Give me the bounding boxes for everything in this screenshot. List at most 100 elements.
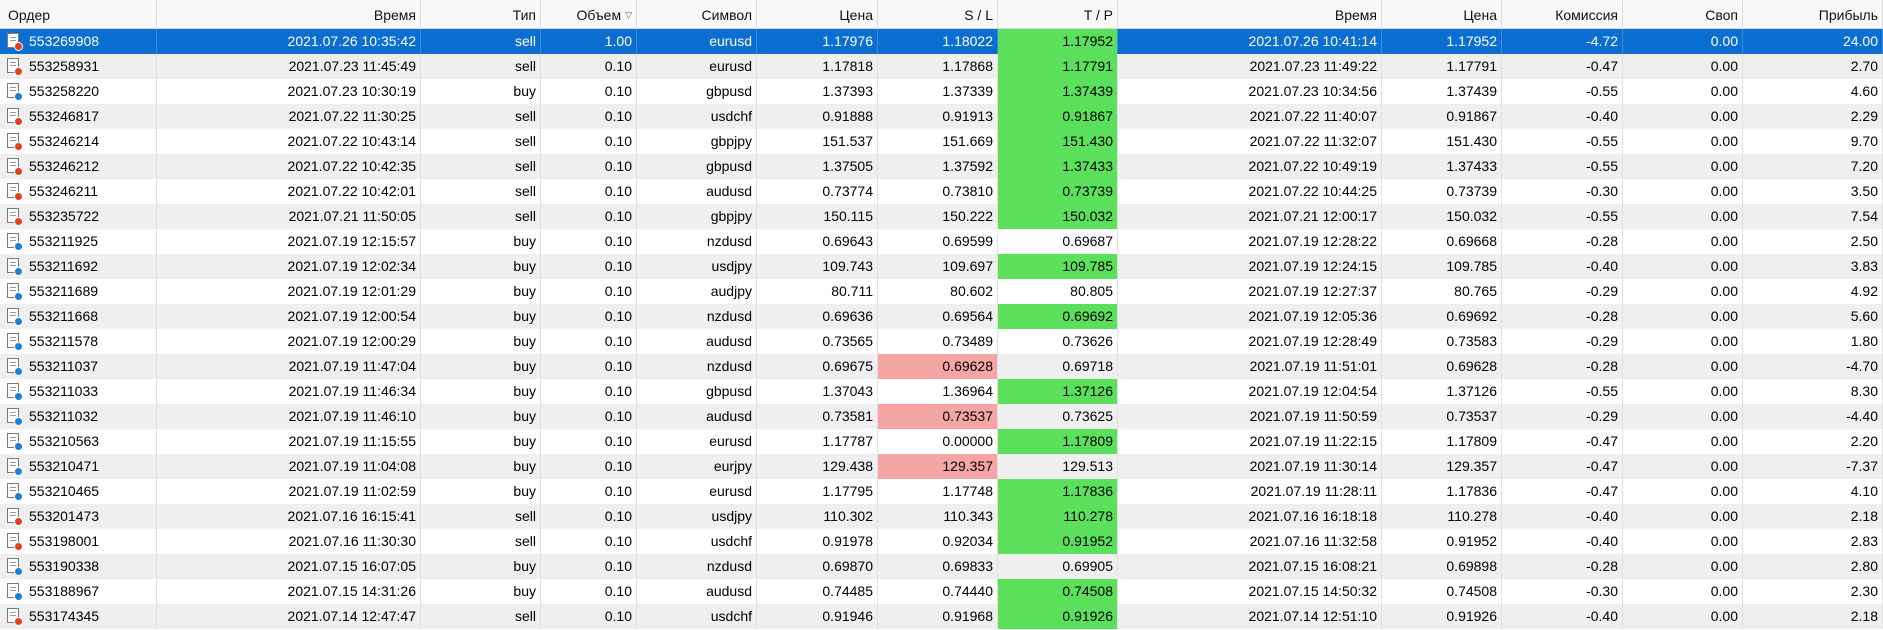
col-header-close-price[interactable]: Цена: [1382, 0, 1502, 28]
buy-indicator-icon: [14, 392, 23, 401]
cell-profit: 2.20: [1743, 429, 1883, 454]
cell-profit: 2.80: [1743, 554, 1883, 579]
col-header-symbol[interactable]: Символ: [637, 0, 757, 28]
cell-symbol: gbpusd: [637, 79, 757, 104]
col-header-order[interactable]: Ордер: [0, 0, 157, 28]
table-row[interactable]: 553211692 2021.07.19 12:02:34 buy 0.10 usdjp…: [0, 254, 1883, 279]
cell-type: buy: [421, 329, 541, 354]
col-header-profit[interactable]: Прибыль: [1743, 0, 1883, 28]
col-header-close-time[interactable]: Время: [1118, 0, 1382, 28]
cell-close-price: 150.032: [1382, 204, 1502, 229]
cell-open-price: 1.37043: [757, 379, 878, 404]
cell-commission: -0.55: [1502, 79, 1623, 104]
cell-order: 553201473: [0, 504, 157, 529]
cell-close-price: 0.74508: [1382, 579, 1502, 604]
table-row[interactable]: 553211668 2021.07.19 12:00:54 buy 0.10 nzdus…: [0, 304, 1883, 329]
table-row[interactable]: 553246211 2021.07.22 10:42:01 sell 0.10 audu…: [0, 179, 1883, 204]
table-row[interactable]: 553210465 2021.07.19 11:02:59 buy 0.10 eurus…: [0, 479, 1883, 504]
col-header-volume-label: Объем: [576, 7, 622, 23]
table-row[interactable]: 553201473 2021.07.16 16:15:41 sell 0.10 usdj…: [0, 504, 1883, 529]
cell-swap: 0.00: [1623, 429, 1743, 454]
col-header-volume[interactable]: Объем ▽: [541, 0, 637, 28]
order-number: 553211668: [29, 308, 99, 324]
order-number: 553211032: [29, 408, 99, 424]
cell-close-price: 0.73583: [1382, 329, 1502, 354]
cell-volume: 0.10: [541, 329, 637, 354]
cell-symbol: nzdusd: [637, 304, 757, 329]
cell-commission: -0.28: [1502, 304, 1623, 329]
table-row[interactable]: 553211925 2021.07.19 12:15:57 buy 0.10 nzdus…: [0, 229, 1883, 254]
cell-open-price: 0.69643: [757, 229, 878, 254]
table-row[interactable]: 553210563 2021.07.19 11:15:55 buy 0.10 eurus…: [0, 429, 1883, 454]
cell-commission: -0.40: [1502, 504, 1623, 529]
cell-order: 553210563: [0, 429, 157, 454]
buy-indicator-icon: [14, 317, 23, 326]
cell-volume: 0.10: [541, 79, 637, 104]
cell-order: 553211925: [0, 229, 157, 254]
cell-tp: 0.73739: [998, 179, 1118, 204]
sort-desc-icon: ▽: [625, 10, 632, 20]
table-row[interactable]: 553198001 2021.07.16 11:30:30 sell 0.10 usdc…: [0, 529, 1883, 554]
table-row[interactable]: 553211578 2021.07.19 12:00:29 buy 0.10 audus…: [0, 329, 1883, 354]
table-row[interactable]: 553246212 2021.07.22 10:42:35 sell 0.10 gbpu…: [0, 154, 1883, 179]
table-row[interactable]: 553258931 2021.07.23 11:45:49 sell 0.10 euru…: [0, 54, 1883, 79]
table-row[interactable]: 553211032 2021.07.19 11:46:10 buy 0.10 audus…: [0, 404, 1883, 429]
table-row[interactable]: 553246214 2021.07.22 10:43:14 sell 0.10 gbpj…: [0, 129, 1883, 154]
cell-type: sell: [421, 154, 541, 179]
cell-open-time: 2021.07.19 12:01:29: [157, 279, 421, 304]
col-header-swap[interactable]: Своп: [1623, 0, 1743, 28]
cell-sl: 151.669: [878, 129, 998, 154]
table-row[interactable]: 553190338 2021.07.15 16:07:05 buy 0.10 nzdus…: [0, 554, 1883, 579]
buy-indicator-icon: [14, 492, 23, 501]
order-number: 553246212: [29, 158, 100, 174]
cell-swap: 0.00: [1623, 254, 1743, 279]
cell-open-price: 0.73581: [757, 404, 878, 429]
cell-close-time: 2021.07.19 12:28:49: [1118, 329, 1382, 354]
cell-profit: 5.60: [1743, 304, 1883, 329]
table-row[interactable]: 553211689 2021.07.19 12:01:29 buy 0.10 audjp…: [0, 279, 1883, 304]
cell-sl: 0.91968: [878, 604, 998, 629]
col-header-sl[interactable]: S / L: [878, 0, 998, 28]
cell-open-price: 80.711: [757, 279, 878, 304]
col-header-type[interactable]: Тип: [421, 0, 541, 28]
col-header-open-price[interactable]: Цена: [757, 0, 878, 28]
cell-profit: 7.54: [1743, 204, 1883, 229]
sell-indicator-icon: [14, 617, 23, 626]
table-row[interactable]: 553210471 2021.07.19 11:04:08 buy 0.10 eurjp…: [0, 454, 1883, 479]
table-row[interactable]: 553174345 2021.07.14 12:47:47 sell 0.10 usdc…: [0, 604, 1883, 629]
table-row[interactable]: 553235722 2021.07.21 11:50:05 sell 0.10 gbpj…: [0, 204, 1883, 229]
sell-indicator-icon: [14, 142, 23, 151]
cell-sl: 1.37592: [878, 154, 998, 179]
buy-indicator-icon: [14, 292, 23, 301]
cell-swap: 0.00: [1623, 179, 1743, 204]
cell-tp: 151.430: [998, 129, 1118, 154]
table-row[interactable]: 553211037 2021.07.19 11:47:04 buy 0.10 nzdus…: [0, 354, 1883, 379]
cell-order: 553188967: [0, 579, 157, 604]
cell-type: sell: [421, 604, 541, 629]
cell-close-time: 2021.07.26 10:41:14: [1118, 29, 1382, 54]
col-header-tp[interactable]: T / P: [998, 0, 1118, 28]
cell-tp: 1.37439: [998, 79, 1118, 104]
cell-commission: -0.29: [1502, 329, 1623, 354]
cell-commission: -0.55: [1502, 379, 1623, 404]
table-row[interactable]: 553246817 2021.07.22 11:30:25 sell 0.10 usdc…: [0, 104, 1883, 129]
cell-open-price: 1.17818: [757, 54, 878, 79]
cell-sl: 109.697: [878, 254, 998, 279]
cell-tp: 1.37126: [998, 379, 1118, 404]
cell-commission: -0.40: [1502, 604, 1623, 629]
cell-sl: 1.17868: [878, 54, 998, 79]
table-row[interactable]: 553258220 2021.07.23 10:30:19 buy 0.10 gbpus…: [0, 79, 1883, 104]
sell-indicator-icon: [14, 217, 23, 226]
col-header-open-time[interactable]: Время: [157, 0, 421, 28]
cell-type: sell: [421, 504, 541, 529]
cell-close-time: 2021.07.22 10:49:19: [1118, 154, 1382, 179]
table-row[interactable]: 553188967 2021.07.15 14:31:26 buy 0.10 audus…: [0, 579, 1883, 604]
cell-open-time: 2021.07.19 12:00:54: [157, 304, 421, 329]
cell-swap: 0.00: [1623, 154, 1743, 179]
table-row[interactable]: 553211033 2021.07.19 11:46:34 buy 0.10 gbpus…: [0, 379, 1883, 404]
cell-order: 553174345: [0, 604, 157, 629]
col-header-commission[interactable]: Комиссия: [1502, 0, 1623, 28]
buy-indicator-icon: [14, 567, 23, 576]
table-row[interactable]: 553269908 2021.07.26 10:35:42 sell 1.00 euru…: [0, 29, 1883, 54]
